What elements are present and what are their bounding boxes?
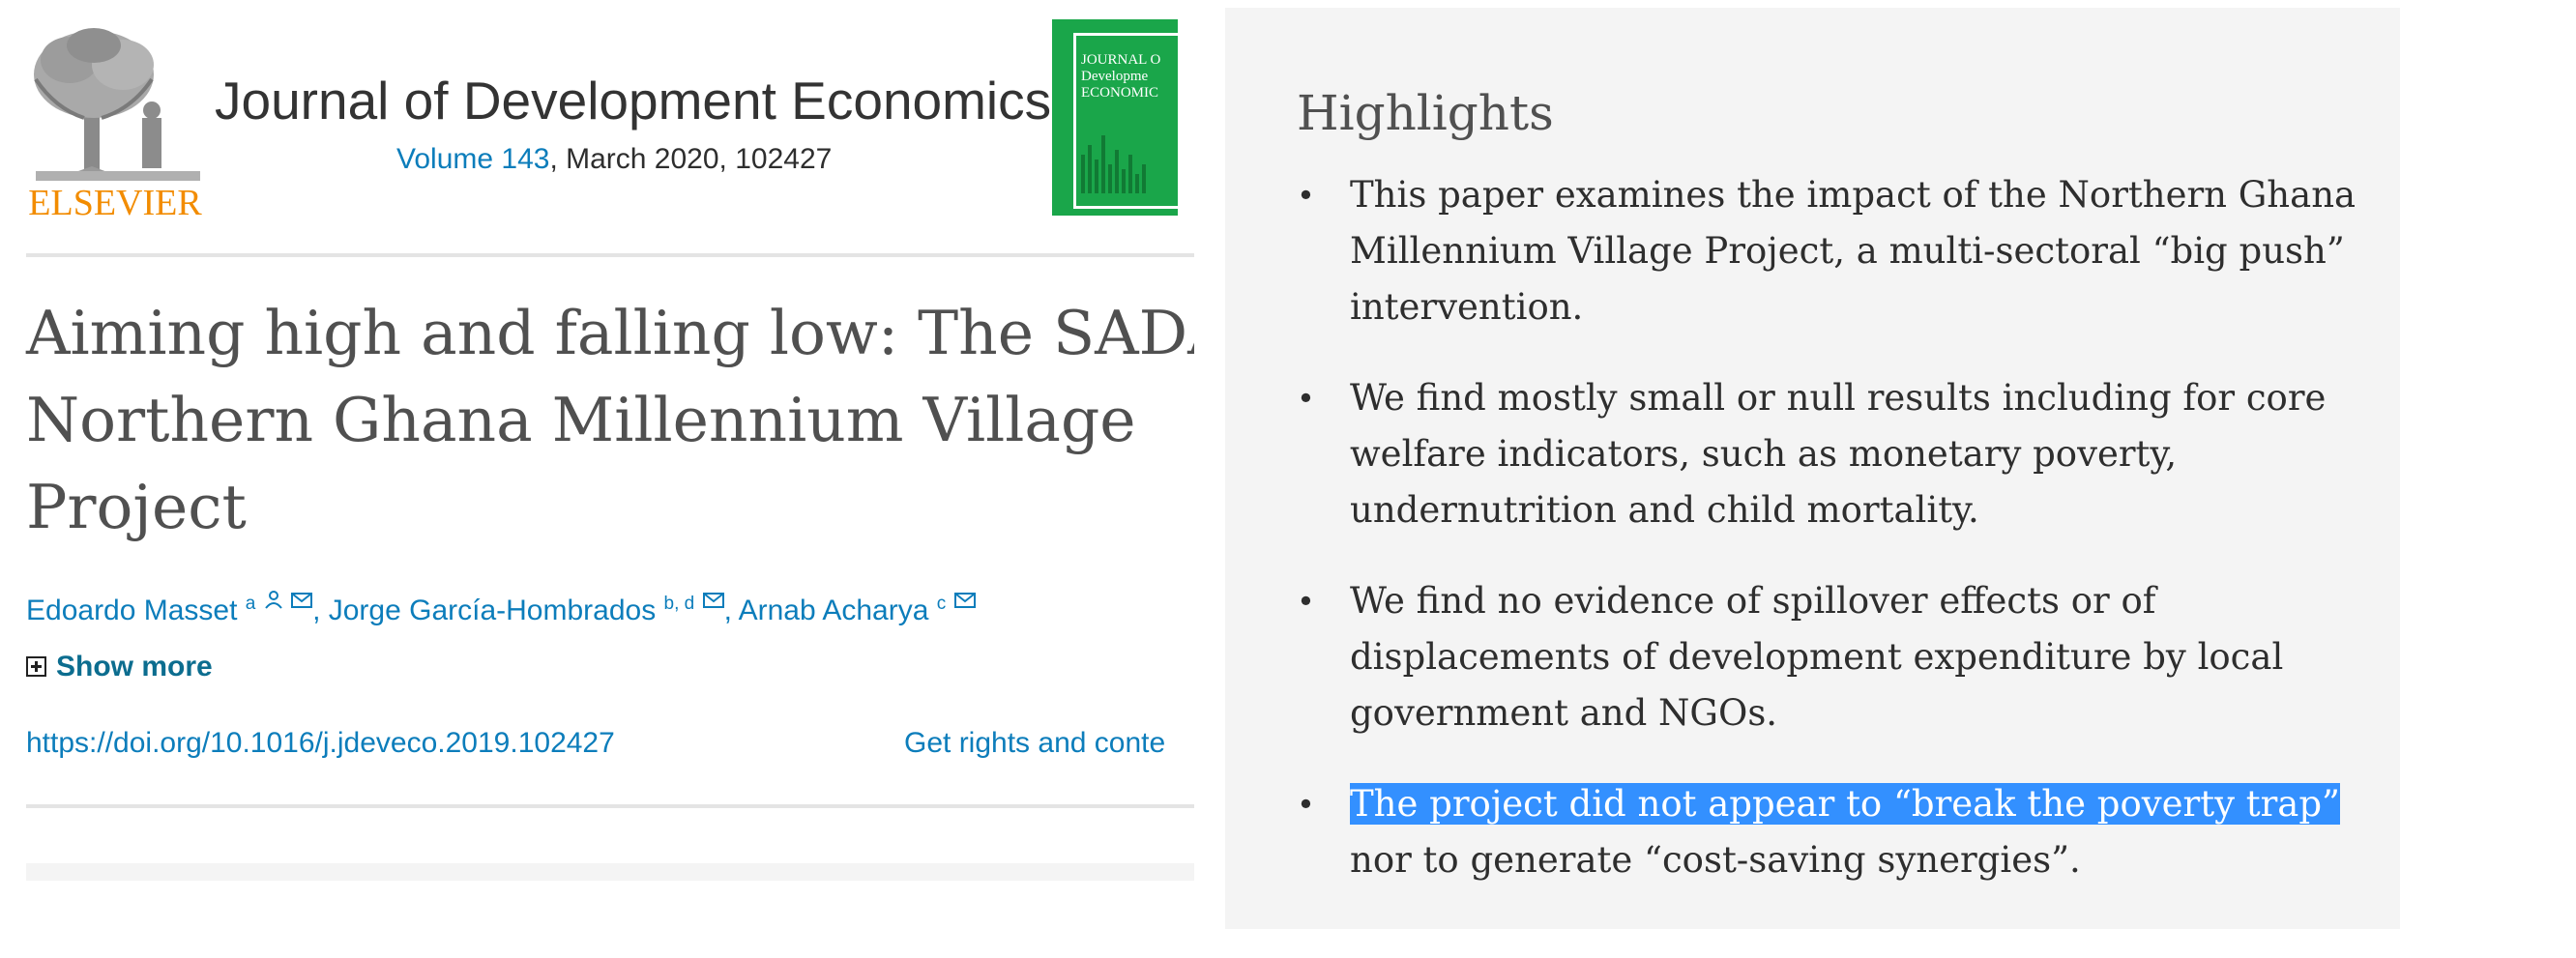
article-title-line-2: Northern Ghana Millennium Village: [26, 385, 1136, 455]
author-link[interactable]: Arnab Acharya: [738, 595, 929, 626]
list-item: • The project did not appear to “break t…: [1297, 776, 2360, 888]
cover-line-1: JOURNAL O: [1081, 52, 1161, 68]
metadata-divider: [26, 804, 1194, 808]
highlight-text-line: This paper examines the impact of the No…: [1350, 174, 2356, 216]
author-affiliation[interactable]: b, d: [663, 594, 695, 614]
issue-info-line: Volume 143, March 2020, 102427: [396, 143, 832, 176]
highlight-text-line: displacements of development expenditure…: [1350, 636, 2284, 678]
cover-title-text: JOURNAL O Developme ECONOMIC: [1081, 52, 1160, 102]
article-title-line-1: Aiming high and falling low: The SADA-: [26, 298, 1194, 368]
bullet-icon: •: [1297, 786, 1315, 823]
highlight-text-line: welfare indicators, such as monetary pov…: [1350, 433, 2178, 475]
person-icon: [264, 591, 282, 609]
header-divider: [26, 253, 1194, 257]
highlights-list: • This paper examines the impact of the …: [1297, 167, 2360, 923]
cover-graphic: [1081, 135, 1146, 193]
author-link[interactable]: Edoardo Masset: [26, 595, 238, 626]
selected-text[interactable]: The project did not appear to “break the…: [1350, 783, 2340, 825]
cover-line-2: Developme: [1081, 69, 1149, 84]
highlight-text-line: nor to generate “cost-saving synergies”.: [1350, 839, 2081, 881]
highlight-text-line: The project did not appear to “break the…: [1350, 776, 2360, 832]
author-link[interactable]: Jorge García-Hombrados: [328, 595, 657, 626]
author-affiliation[interactable]: c: [936, 594, 947, 614]
email-icon[interactable]: [702, 592, 724, 609]
show-more-button[interactable]: Show more: [26, 651, 213, 683]
journal-title[interactable]: Journal of Development Economics: [215, 71, 1052, 131]
list-item: • We find no evidence of spillover effec…: [1297, 573, 2360, 741]
list-item: • This paper examines the impact of the …: [1297, 167, 2360, 335]
bullet-icon: •: [1297, 177, 1315, 214]
bullet-icon: •: [1297, 380, 1315, 417]
cover-line-3: ECONOMIC: [1081, 85, 1159, 101]
doi-link[interactable]: https://doi.org/10.1016/j.jdeveco.2019.1…: [26, 727, 615, 759]
highlights-heading: Highlights: [1297, 85, 1554, 141]
list-item: • We find mostly small or null results i…: [1297, 370, 2360, 538]
highlight-text-line: government and NGOs.: [1350, 692, 1778, 734]
issue-date-text: , March 2020, 102427: [549, 143, 833, 175]
author-list: Edoardo Masset a , Jorge García-Hombrado…: [26, 590, 976, 627]
author-affiliation[interactable]: a: [245, 594, 256, 614]
article-header-section: ELSEVIER Journal of Development Economic…: [0, 0, 1194, 958]
highlight-text-line: undernutrition and child mortality.: [1350, 489, 1979, 531]
journal-cover-thumbnail[interactable]: JOURNAL O Developme ECONOMIC: [1052, 19, 1178, 216]
cover-frame: [1073, 33, 1178, 209]
svg-text:ELSEVIER: ELSEVIER: [28, 183, 202, 220]
bullet-icon: •: [1297, 583, 1315, 620]
expand-plus-icon: [26, 656, 46, 677]
highlight-text-line: We find mostly small or null results inc…: [1350, 377, 2327, 419]
article-title: Aiming high and falling low: The SADA- N…: [26, 290, 1194, 551]
volume-link[interactable]: Volume 143: [396, 143, 550, 175]
rights-link[interactable]: Get rights and conte: [904, 727, 1166, 759]
article-title-line-3: Project: [26, 472, 247, 542]
highlight-text-line: intervention.: [1350, 286, 1584, 328]
highlight-text-line: Millennium Village Project, a multi-sect…: [1350, 230, 2345, 272]
elsevier-logo[interactable]: ELSEVIER: [26, 21, 204, 220]
email-icon[interactable]: [291, 592, 313, 609]
show-more-label: Show more: [56, 651, 213, 682]
highlight-text-line: We find no evidence of spillover effects…: [1350, 580, 2156, 622]
section-separator-band: [26, 863, 1194, 881]
highlights-panel: Highlights • This paper examines the imp…: [1225, 8, 2400, 929]
email-icon[interactable]: [953, 592, 976, 609]
